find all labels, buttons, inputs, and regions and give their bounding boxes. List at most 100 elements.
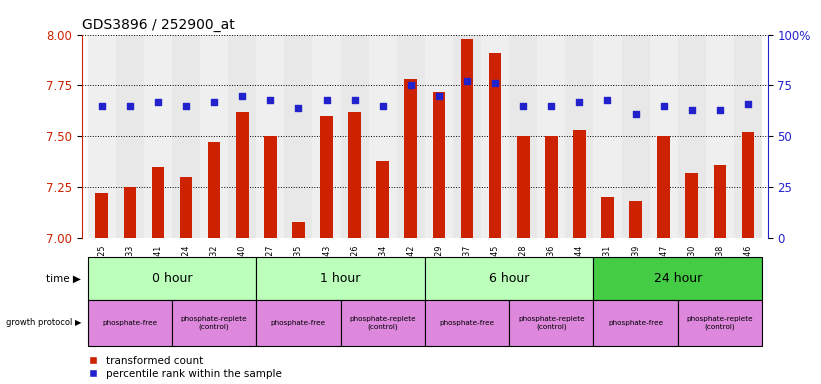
Bar <box>481 35 509 238</box>
Bar <box>594 35 621 238</box>
Bar <box>180 177 192 238</box>
Bar <box>348 112 361 238</box>
Text: 1 hour: 1 hour <box>320 272 360 285</box>
Bar <box>425 257 594 300</box>
Bar <box>256 35 284 238</box>
Bar <box>734 35 762 238</box>
Bar <box>425 300 509 346</box>
Bar <box>284 35 313 238</box>
Bar <box>172 35 200 238</box>
Bar <box>601 197 614 238</box>
Bar <box>292 222 305 238</box>
Bar <box>256 257 425 300</box>
Bar <box>341 300 425 346</box>
Bar <box>686 173 698 238</box>
Bar <box>537 35 566 238</box>
Bar <box>677 300 762 346</box>
Text: phosphate-free: phosphate-free <box>608 319 663 326</box>
Bar <box>545 136 557 238</box>
Text: phosphate-replete
(control): phosphate-replete (control) <box>518 316 585 329</box>
Bar <box>88 300 172 346</box>
Point <box>516 103 530 109</box>
Bar <box>509 300 594 346</box>
Point <box>488 80 502 86</box>
Text: time ▶: time ▶ <box>46 273 81 283</box>
Bar <box>228 35 256 238</box>
Bar <box>397 35 425 238</box>
Bar <box>152 167 164 238</box>
Bar <box>116 35 144 238</box>
Text: phosphate-replete
(control): phosphate-replete (control) <box>686 316 753 329</box>
Point <box>601 97 614 103</box>
Text: 24 hour: 24 hour <box>654 272 702 285</box>
Bar <box>713 165 727 238</box>
Text: phosphate-replete
(control): phosphate-replete (control) <box>181 316 247 329</box>
Point <box>433 93 446 99</box>
Text: 0 hour: 0 hour <box>152 272 192 285</box>
Point <box>348 97 361 103</box>
Bar <box>594 257 762 300</box>
Point <box>123 103 136 109</box>
Point <box>573 99 586 105</box>
Bar <box>573 130 585 238</box>
Bar <box>405 79 417 238</box>
Bar <box>677 35 706 238</box>
Text: growth protocol ▶: growth protocol ▶ <box>6 318 81 327</box>
Point <box>208 99 221 105</box>
Text: phosphate-free: phosphate-free <box>271 319 326 326</box>
Text: phosphate-free: phosphate-free <box>439 319 494 326</box>
Bar <box>264 136 277 238</box>
Bar <box>433 91 445 238</box>
Bar <box>509 35 537 238</box>
Text: phosphate-free: phosphate-free <box>103 319 158 326</box>
Point <box>292 105 305 111</box>
Bar <box>172 300 256 346</box>
Point <box>461 78 474 84</box>
Bar <box>706 35 734 238</box>
Bar <box>313 35 341 238</box>
Point <box>376 103 389 109</box>
Bar <box>621 35 649 238</box>
Text: GDS3896 / 252900_at: GDS3896 / 252900_at <box>82 18 235 32</box>
Bar <box>144 35 172 238</box>
Point <box>151 99 164 105</box>
Bar <box>425 35 453 238</box>
Bar <box>649 35 677 238</box>
Point <box>741 101 754 107</box>
Point <box>629 111 642 117</box>
Point <box>180 103 193 109</box>
Text: phosphate-replete
(control): phosphate-replete (control) <box>350 316 416 329</box>
Point <box>544 103 557 109</box>
Bar <box>88 257 256 300</box>
Point <box>95 103 108 109</box>
Bar <box>200 35 228 238</box>
Bar <box>517 136 530 238</box>
Bar <box>566 35 594 238</box>
Bar <box>453 35 481 238</box>
Legend: transformed count, percentile rank within the sample: transformed count, percentile rank withi… <box>87 356 282 379</box>
Bar <box>488 53 502 238</box>
Bar <box>741 132 754 238</box>
Text: 6 hour: 6 hour <box>489 272 530 285</box>
Bar <box>341 35 369 238</box>
Bar <box>123 187 136 238</box>
Bar <box>88 35 116 238</box>
Bar <box>236 112 249 238</box>
Point <box>320 97 333 103</box>
Point <box>713 107 727 113</box>
Bar <box>376 161 389 238</box>
Bar <box>461 39 474 238</box>
Point <box>264 97 277 103</box>
Point <box>686 107 699 113</box>
Bar <box>594 300 677 346</box>
Bar <box>320 116 333 238</box>
Point <box>236 93 249 99</box>
Bar <box>658 136 670 238</box>
Bar <box>208 142 221 238</box>
Bar <box>256 300 341 346</box>
Bar <box>95 193 108 238</box>
Point <box>657 103 670 109</box>
Bar <box>369 35 397 238</box>
Point <box>404 83 417 89</box>
Bar <box>629 202 642 238</box>
